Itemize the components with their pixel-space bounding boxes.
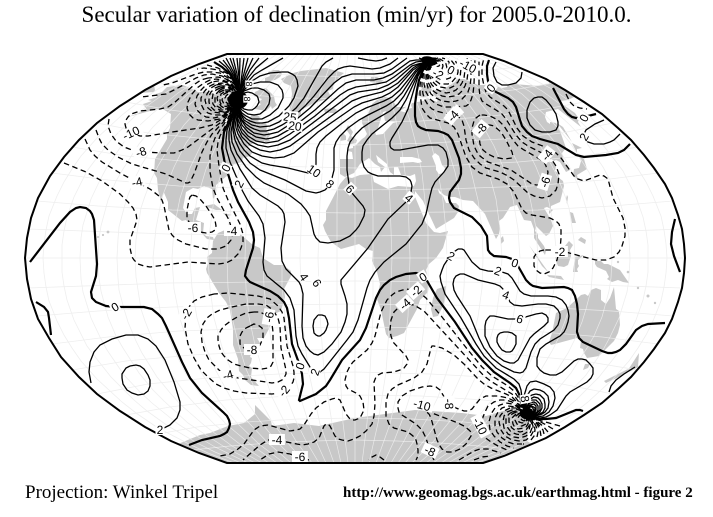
svg-text:20: 20	[287, 118, 302, 134]
svg-text:2: 2	[307, 366, 322, 377]
svg-text:-4: -4	[272, 433, 283, 447]
svg-text:-4: -4	[130, 174, 144, 190]
svg-text:10: 10	[304, 162, 323, 181]
svg-text:6: 6	[514, 311, 525, 327]
svg-text:8: 8	[242, 96, 252, 101]
svg-text:2: 2	[157, 423, 164, 437]
svg-text:-8: -8	[441, 398, 456, 410]
svg-text:4: 4	[500, 287, 511, 303]
svg-text:-4: -4	[221, 367, 235, 383]
svg-text:-6: -6	[188, 221, 199, 235]
svg-text:-10: -10	[412, 396, 433, 414]
svg-text:0: 0	[509, 255, 520, 271]
svg-text:-6: -6	[261, 310, 277, 323]
svg-text:-10: -10	[120, 123, 142, 143]
svg-text:8: 8	[244, 81, 254, 86]
svg-text:-2: -2	[555, 245, 566, 259]
svg-text:0: 0	[292, 360, 307, 371]
svg-text:-6: -6	[537, 175, 554, 190]
svg-text:-4: -4	[227, 224, 238, 238]
svg-text:-8: -8	[247, 343, 258, 357]
svg-text:-8: -8	[134, 144, 149, 161]
svg-text:2: 2	[492, 263, 503, 279]
svg-text:-6: -6	[295, 450, 306, 464]
svg-text:8: 8	[517, 395, 532, 404]
